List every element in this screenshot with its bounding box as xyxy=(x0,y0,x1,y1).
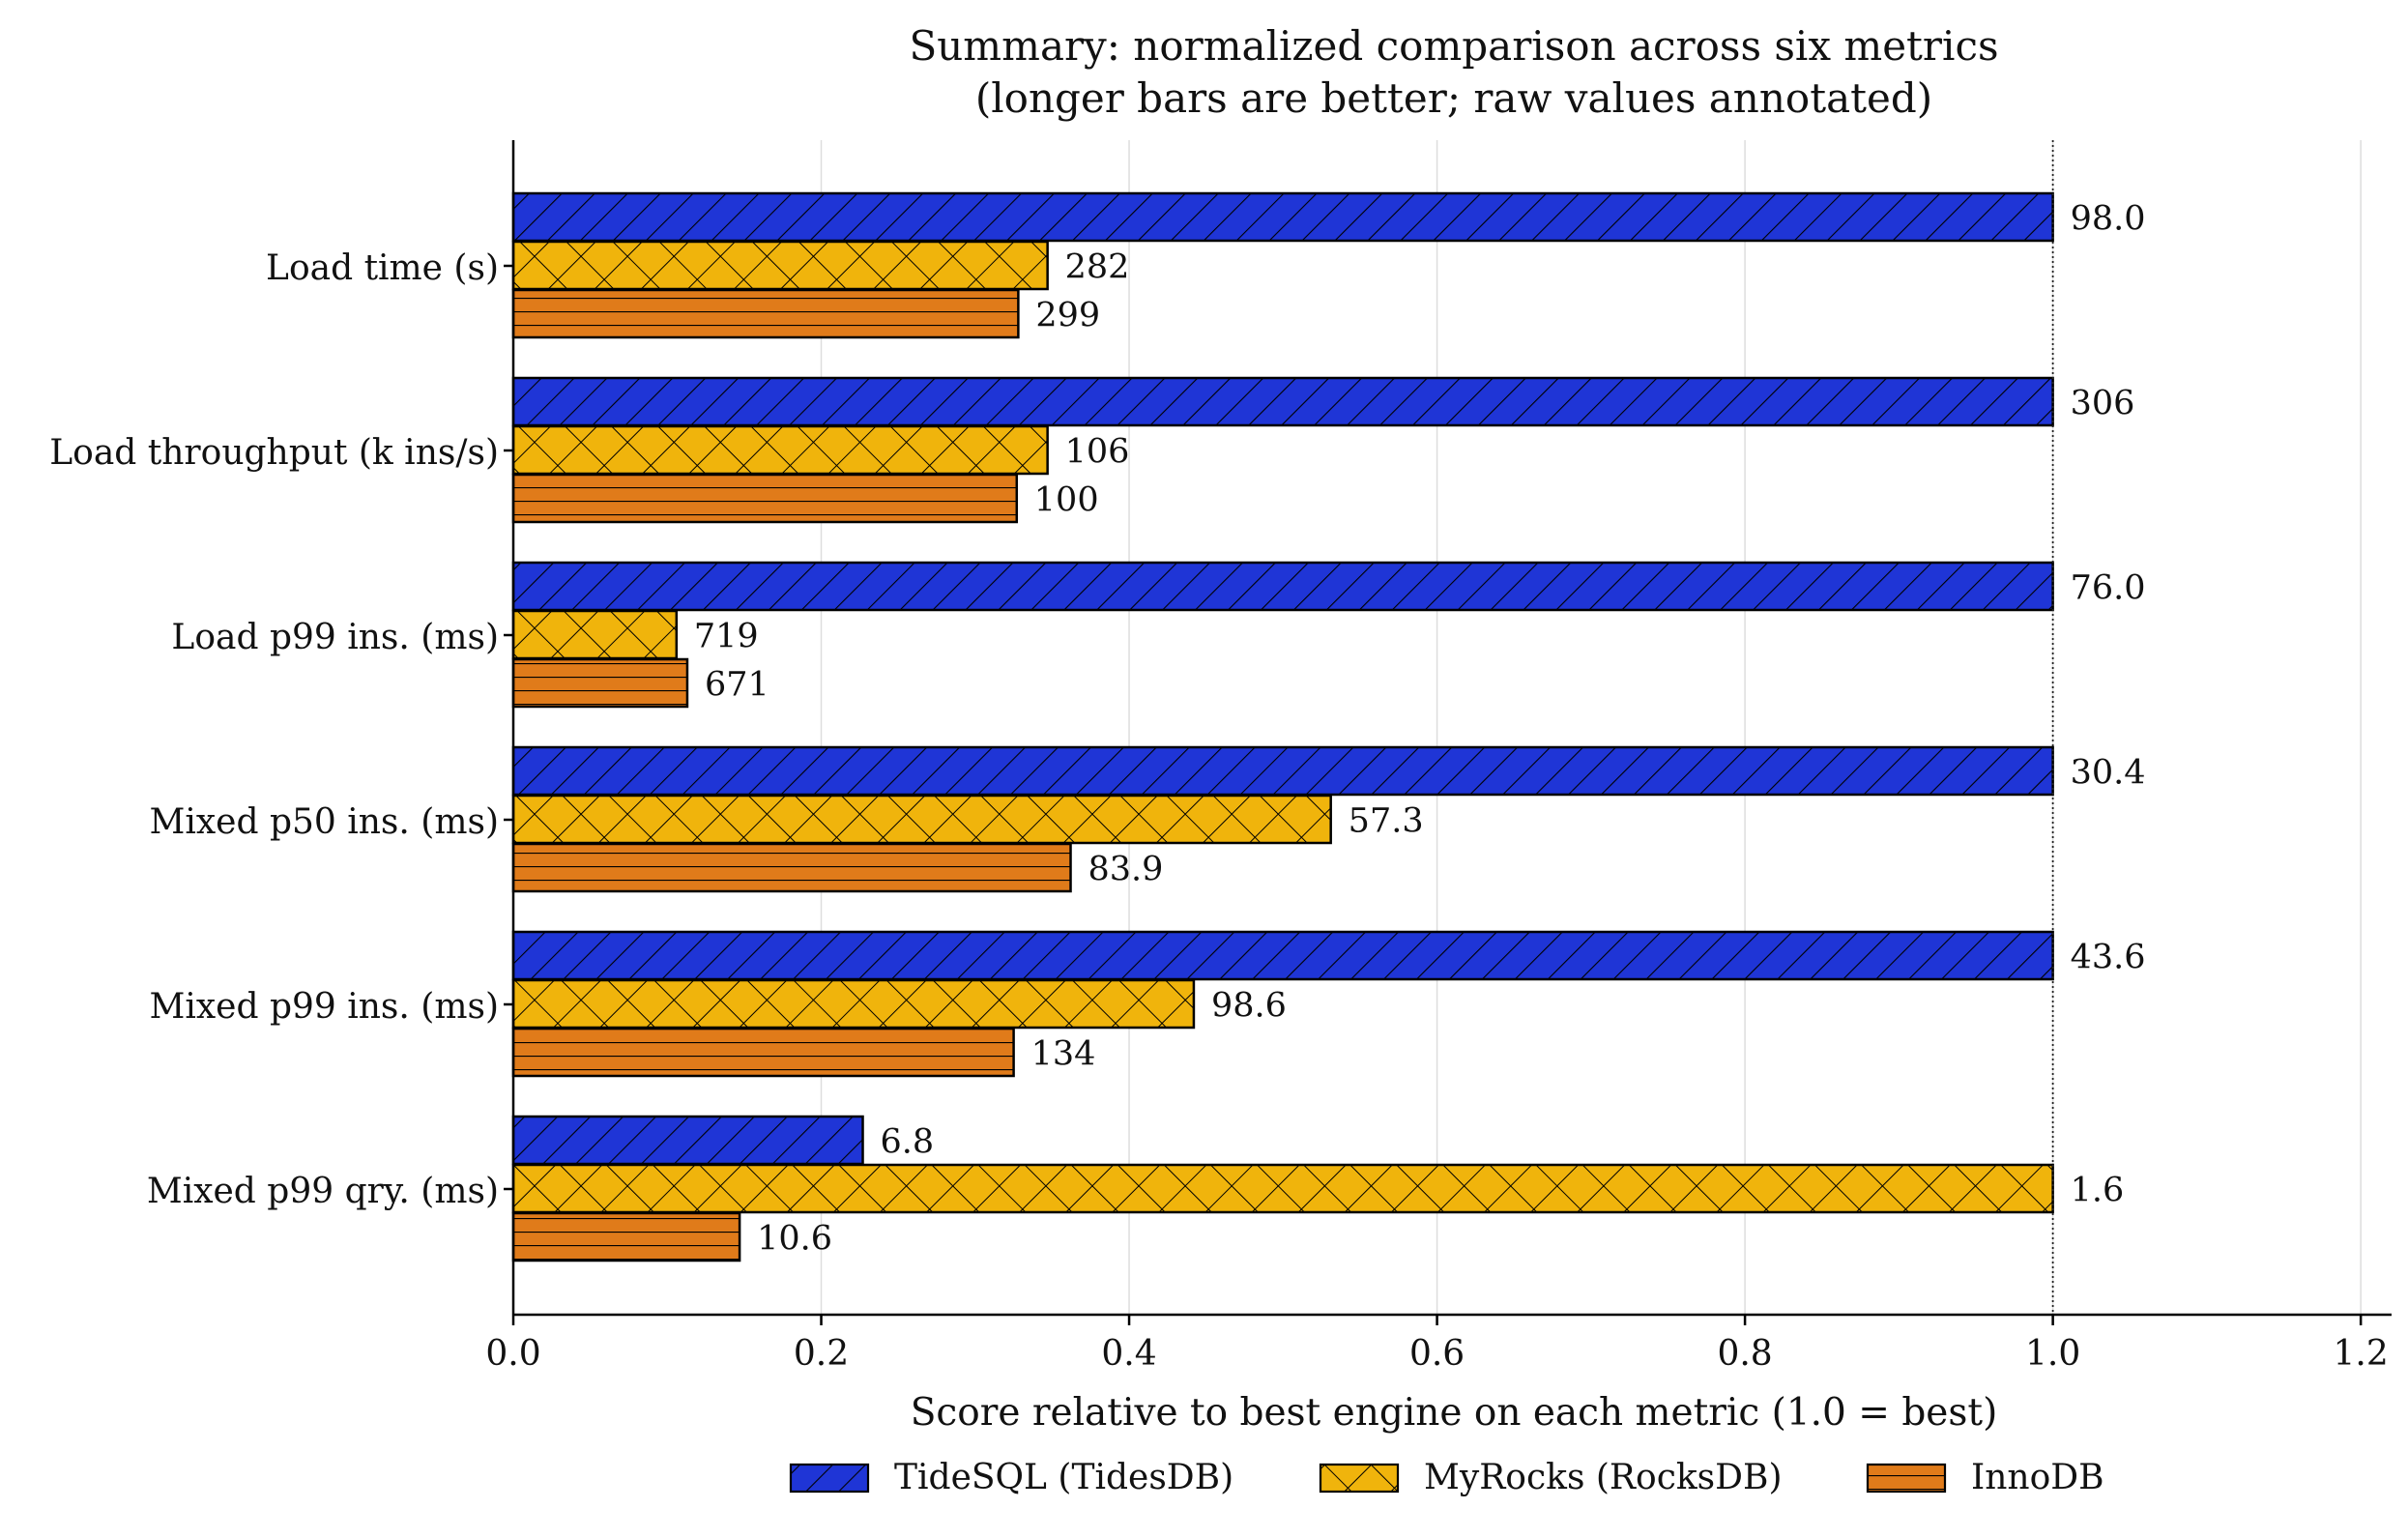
bar-value-label: 1.6 xyxy=(2071,1172,2125,1210)
x-tick-label: 0.8 xyxy=(1717,1334,1772,1374)
bar-hatch xyxy=(511,930,2054,981)
bar-hatch xyxy=(511,561,2054,612)
bar-hatch xyxy=(511,473,1019,524)
x-tick-label: 1.2 xyxy=(2334,1334,2389,1374)
bar-value-label: 719 xyxy=(694,618,759,656)
legend-label: MyRocks (RocksDB) xyxy=(1424,1458,1783,1497)
axes: Load time (s) Load throughput (k ins/s) Lo… xyxy=(49,140,2392,1374)
bar-value-label: 98.0 xyxy=(2071,200,2146,239)
chart-title: Summary: normalized comparison across si… xyxy=(909,22,1998,70)
bar-hatch xyxy=(511,376,2054,427)
bar-value-label: 57.3 xyxy=(1349,802,1424,841)
bar-value-label: 30.4 xyxy=(2071,754,2146,793)
legend-label: InnoDB xyxy=(1971,1458,2104,1497)
bar-value-label: 299 xyxy=(1035,297,1100,335)
bar-hatch xyxy=(511,978,1196,1030)
bar-hatch xyxy=(511,288,1020,339)
bar-value-label: 106 xyxy=(1065,433,1130,472)
bar-value-label: 671 xyxy=(705,666,769,705)
chart-subtitle: (longer bars are better; raw values anno… xyxy=(975,74,1932,122)
bar-value-label: 98.6 xyxy=(1211,987,1287,1026)
y-tick-label: Mixed p50 ins. (ms) xyxy=(149,802,499,842)
bar-hatch xyxy=(511,794,1332,845)
x-tick-label: 1.0 xyxy=(2025,1334,2080,1374)
y-tick-label: Load p99 ins. (ms) xyxy=(171,618,499,657)
bar-hatch xyxy=(511,1115,864,1166)
bar-value-label: 10.6 xyxy=(757,1220,832,1259)
legend-label: TideSQL (TidesDB) xyxy=(894,1458,1233,1497)
bar-hatch xyxy=(511,240,1049,291)
x-tick-label: 0.0 xyxy=(485,1334,540,1374)
bar-hatch xyxy=(511,609,679,660)
bar-hatch xyxy=(511,424,1049,476)
legend-swatch-hatch xyxy=(789,1463,870,1494)
bar-value-label: 282 xyxy=(1065,248,1130,287)
y-tick-label: Mixed p99 qry. (ms) xyxy=(147,1172,499,1211)
bar-hatch xyxy=(511,657,689,709)
y-tick-label: Load time (s) xyxy=(266,248,499,288)
bar-value-label: 6.8 xyxy=(881,1123,935,1162)
y-tick-label: Load throughput (k ins/s) xyxy=(49,433,499,473)
bar-value-label: 83.9 xyxy=(1088,851,1164,889)
value-labels: 98.0 282 299 306 106 100 76.0 719 671 30.4 57.3 83.… xyxy=(694,200,2146,1259)
bar-hatch xyxy=(511,1163,2054,1214)
x-axis-label: Score relative to best engine on each me… xyxy=(911,1391,1998,1435)
legend-swatch-hatch xyxy=(1319,1463,1400,1494)
bar-value-label: 306 xyxy=(2071,385,2135,423)
bar-value-label: 76.0 xyxy=(2071,569,2146,608)
x-tick-label: 0.2 xyxy=(794,1334,849,1374)
legend: TideSQL (TidesDB) MyRocks (RocksDB) InnoDB xyxy=(789,1458,2104,1497)
bar-hatch xyxy=(511,1211,741,1262)
bar-value-label: 134 xyxy=(1031,1035,1096,1074)
y-tick-label: Mixed p99 ins. (ms) xyxy=(149,987,499,1027)
bar-hatch xyxy=(511,191,2054,243)
bar-hatch xyxy=(511,842,1072,893)
bar-hatch xyxy=(511,745,2054,797)
bars xyxy=(511,191,2054,1262)
bar-value-label: 100 xyxy=(1034,481,1099,520)
bar-hatch xyxy=(511,1027,1015,1078)
bar-value-label: 43.6 xyxy=(2071,939,2146,977)
x-tick-label: 0.6 xyxy=(1409,1334,1465,1374)
x-tick-label: 0.4 xyxy=(1101,1334,1156,1374)
legend-swatch-hatch xyxy=(1866,1463,1947,1494)
